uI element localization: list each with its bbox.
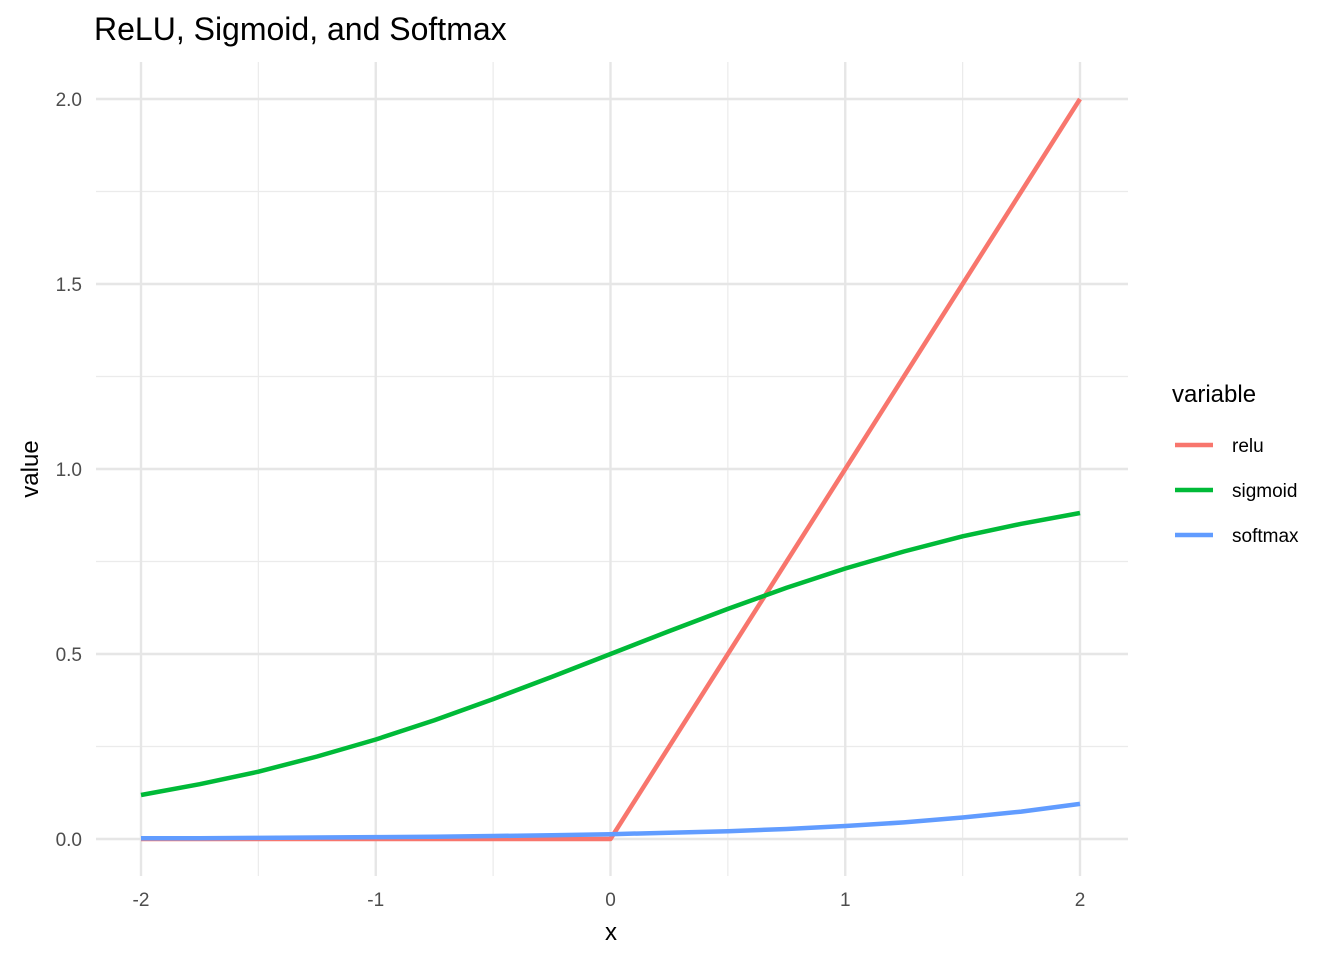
y-axis-title: value xyxy=(17,440,44,497)
x-axis-title: x xyxy=(605,919,617,946)
legend-label-sigmoid: sigmoid xyxy=(1232,481,1297,502)
series-line-sigmoid xyxy=(140,510,1081,798)
y-tick-label: 1.5 xyxy=(56,275,82,296)
x-tick-label: -1 xyxy=(367,890,384,911)
x-tick-label: 1 xyxy=(840,890,851,911)
x-tick-label: 2 xyxy=(1075,890,1086,911)
x-tick-label: 0 xyxy=(605,890,616,911)
legend-label-softmax: softmax xyxy=(1232,526,1299,547)
y-tick-label: 0.5 xyxy=(56,645,82,666)
series-line-softmax xyxy=(141,801,1081,841)
y-tick-label: 0.0 xyxy=(56,830,82,851)
x-axis-ticks: -2 -1 0 1 2 xyxy=(133,890,1086,911)
grid-minor xyxy=(96,62,1128,876)
chart-title: ReLU, Sigmoid, and Softmax xyxy=(94,11,507,47)
legend-title: variable xyxy=(1172,381,1256,408)
legend: variable relu sigmoid softmax xyxy=(1172,381,1299,547)
y-axis-ticks: 0.0 0.5 1.0 1.5 2.0 xyxy=(56,90,82,851)
y-tick-label: 2.0 xyxy=(56,90,82,111)
legend-label-relu: relu xyxy=(1232,436,1264,457)
x-tick-label: -2 xyxy=(133,890,150,911)
y-tick-label: 1.0 xyxy=(56,460,82,481)
series-lines xyxy=(140,97,1082,842)
